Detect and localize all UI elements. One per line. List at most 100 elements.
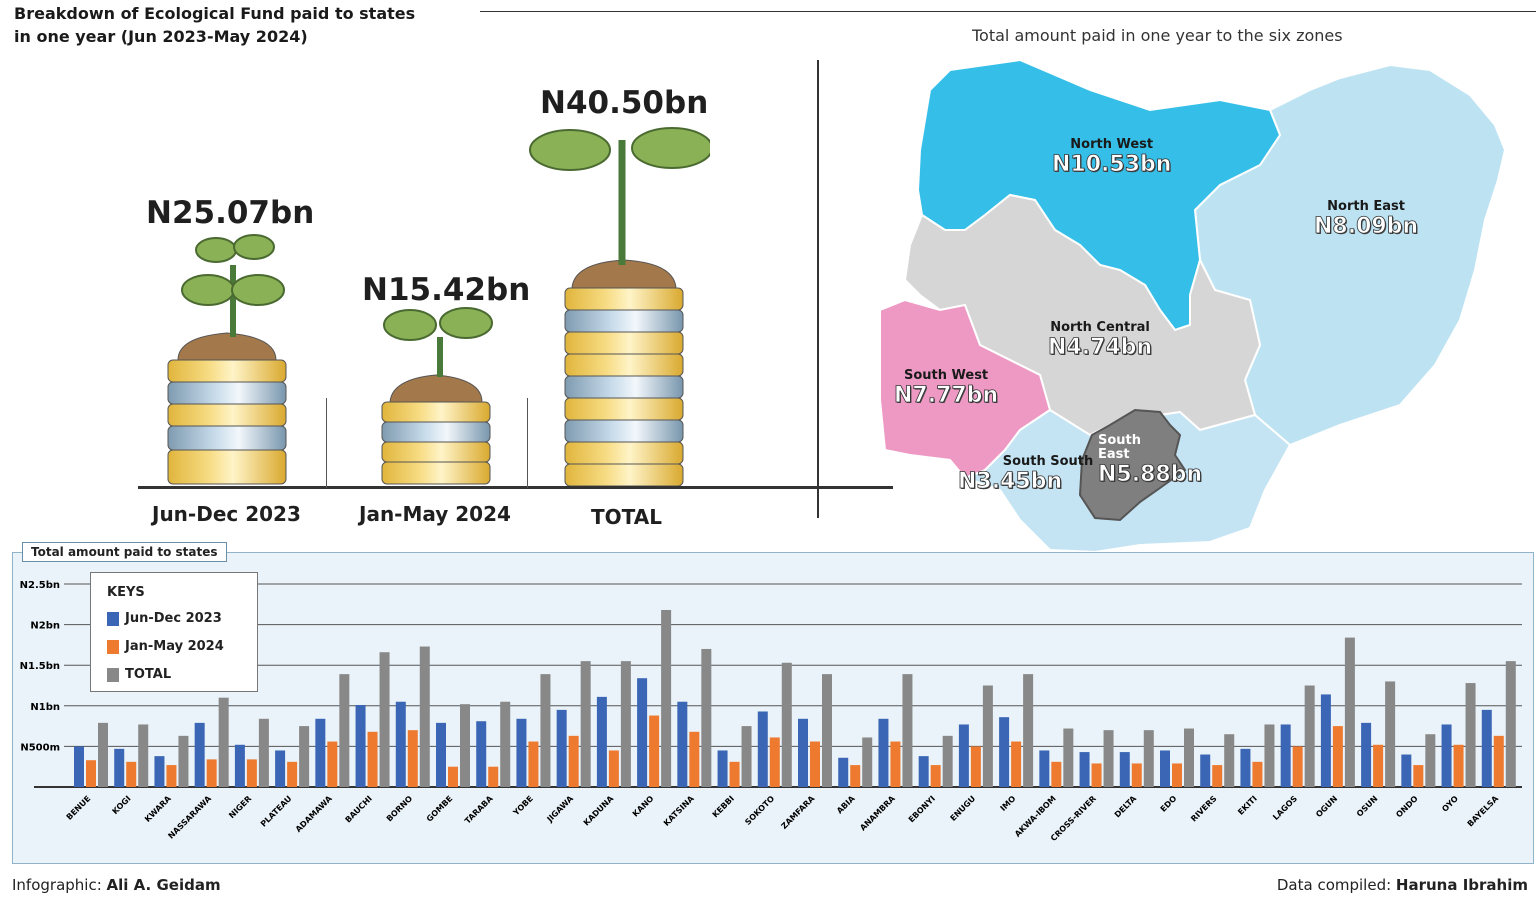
zone-north-central-value: N4.74bn	[1048, 335, 1153, 361]
bar-total	[138, 724, 149, 787]
bar-jan-may	[1091, 763, 1102, 787]
bar-total	[540, 674, 551, 787]
bar-jun-dec	[516, 718, 527, 787]
data-credit-name: Haruna Ibrahim	[1395, 876, 1528, 894]
bar-jan-may	[1131, 763, 1142, 787]
bar-jun-dec	[838, 757, 849, 787]
bar-total	[661, 609, 672, 787]
chart-panel	[12, 552, 1534, 864]
jan-may-label: Jan-May 2024	[359, 502, 511, 526]
bar-jun-dec	[154, 756, 165, 787]
zone-north-west-label: North West N10.53bn	[1052, 137, 1172, 178]
bar-jan-may	[86, 760, 96, 787]
period-separator	[326, 398, 327, 488]
bar-total	[822, 674, 832, 787]
zone-south-west-name: South West	[903, 368, 989, 383]
zone-south-south-value: N3.45bn	[958, 469, 1063, 495]
y-tick-label: N2bn	[30, 621, 60, 632]
bar-jan-may	[689, 731, 700, 787]
zone-south-west-value: N7.77bn	[894, 383, 999, 409]
legend-swatch-total	[107, 667, 119, 682]
bar-total	[1385, 681, 1396, 787]
x-tick-label: LAGOS	[1271, 794, 1299, 822]
bar-jun-dec	[74, 746, 84, 787]
zone-south-east-value: N5.88bn	[1098, 462, 1203, 488]
x-tick-label: RIVERS	[1189, 794, 1219, 824]
legend-item-jun-dec: Jun-Dec 2023	[107, 611, 222, 626]
bar-total	[1304, 685, 1315, 787]
plant-jan-may	[381, 307, 493, 485]
zone-south-south-label: South South N3.45bn	[958, 455, 1098, 495]
bar-total	[741, 726, 752, 787]
bars	[74, 609, 1516, 787]
zone-south-east-label: South East N5.88bn	[1098, 434, 1203, 488]
coin-plant-illustration	[167, 127, 710, 487]
bar-total	[1344, 637, 1355, 787]
zone-north-central-name: North Central	[1050, 320, 1150, 335]
x-tick-label: KOGI	[111, 794, 133, 816]
x-tick-label: ABIA	[835, 793, 857, 815]
x-tick-label: NIGER	[227, 794, 253, 820]
x-tick-label: BENUE	[65, 794, 93, 822]
bar-jan-may	[206, 759, 217, 787]
bar-jan-may	[1212, 765, 1223, 787]
x-tick-label: KEBBI	[711, 794, 736, 819]
zone-north-west-name: North West	[1070, 137, 1154, 152]
title-rule	[480, 11, 1536, 12]
x-tick-label: PLATEAU	[259, 794, 294, 829]
bar-jun-dec	[355, 704, 366, 787]
y-tick-label: N1bn	[30, 702, 60, 713]
legend-label-jan-may: Jan-May 2024	[125, 639, 224, 654]
x-tick-label: OGUN	[1314, 794, 1339, 819]
y-tick-label: N500m	[20, 742, 60, 753]
bar-total	[98, 722, 108, 787]
bar-jan-may	[246, 759, 257, 787]
bar-jun-dec	[717, 750, 728, 787]
bar-jan-may	[488, 766, 499, 787]
bar-jun-dec	[1441, 724, 1452, 787]
x-tick-label: YOBE	[511, 794, 535, 818]
state-bar-chart: N500m N1bn N1.5bn N2bn N2.5bn BENUE KOGI KWARA…	[20, 580, 1522, 843]
x-tick-label: BAYELSA	[1466, 793, 1501, 828]
zone-north-east-name: North East	[1327, 199, 1405, 214]
bar-total	[1143, 730, 1154, 787]
y-tick-label: N1.5bn	[20, 661, 60, 672]
bar-jan-may	[1051, 761, 1062, 787]
bar-jan-may	[649, 715, 660, 787]
x-tick-label: EBONYI	[907, 794, 937, 824]
bar-jan-may	[407, 730, 418, 787]
x-tick-label: AKWA-IBOM	[1013, 794, 1058, 839]
bar-jun-dec	[1160, 750, 1170, 787]
total-label: TOTAL	[591, 505, 662, 529]
main-title: Breakdown of Ecological Fund paid to sta…	[14, 2, 415, 48]
bar-jun-dec	[1240, 748, 1251, 787]
bar-jan-may	[1011, 741, 1022, 787]
zone-north-east-value: N8.09bn	[1314, 214, 1419, 240]
bar-total	[620, 661, 631, 787]
jun-dec-amount: N25.07bn	[146, 195, 315, 231]
bar-total	[1264, 724, 1275, 787]
x-tick-label: JIGAWA	[545, 793, 576, 824]
x-tick-label: KATSINA	[662, 793, 696, 827]
bar-total	[1465, 683, 1476, 787]
section-divider	[817, 60, 819, 518]
bar-jun-dec	[1361, 722, 1372, 787]
bar-total	[1425, 734, 1436, 787]
bar-total	[460, 704, 470, 787]
bar-total	[299, 726, 310, 787]
bar-jan-may	[166, 765, 177, 787]
bar-jun-dec	[958, 724, 969, 787]
zone-north-west-value: N10.53bn	[1052, 152, 1172, 178]
zone-south-west-label: South West N7.77bn	[894, 368, 999, 409]
bar-total	[942, 735, 953, 787]
infographic-credit: Infographic: Ali A. Geidam	[12, 876, 221, 894]
legend-item-total: TOTAL	[107, 667, 171, 682]
bar-jan-may	[1413, 765, 1424, 787]
bar-total	[701, 648, 712, 787]
bar-jun-dec	[757, 711, 768, 787]
bar-total	[781, 662, 792, 787]
x-tick-label: ENUGU	[949, 794, 978, 823]
bar-jun-dec	[476, 721, 487, 787]
x-tick-label: KANO	[631, 794, 656, 819]
